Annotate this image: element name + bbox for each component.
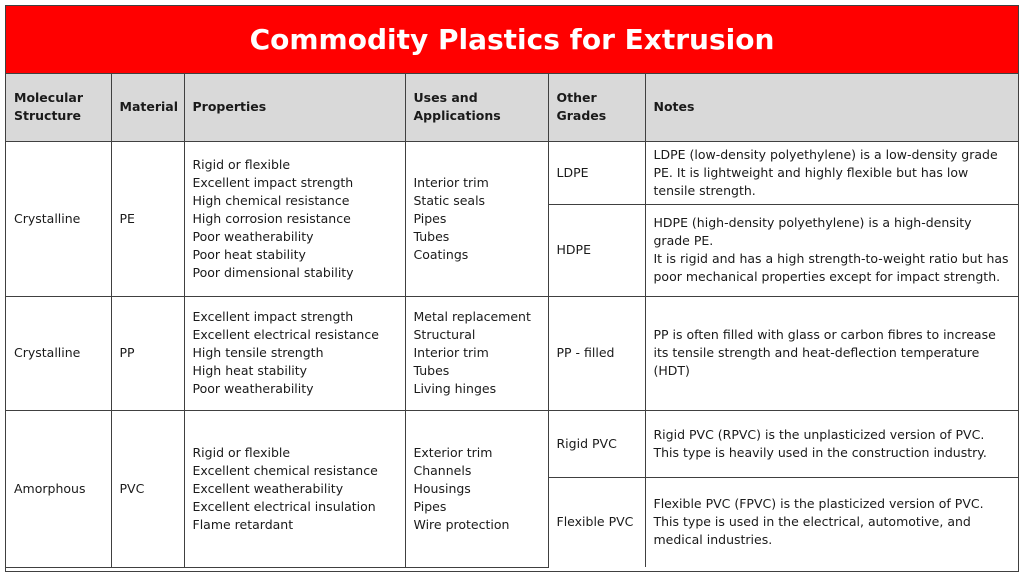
property-item: Rigid or flexible (192, 156, 291, 172)
notes-cell: Flexible PVC (FPVC) is the plasticized v… (644, 476, 1018, 567)
header-row: Molecular Structure Material Properties … (6, 74, 1018, 142)
table-row-pp: Crystalline PP Excellent impact strength… (6, 295, 1018, 411)
use-item: Interior trim (413, 174, 489, 190)
table-row-pvc: Amorphous PVC Rigid or flexible Excellen… (6, 409, 1018, 568)
use-item: Tubes (413, 363, 450, 378)
properties-cell: Rigid or flexible Excellent impact stren… (183, 140, 406, 297)
use-item: Structural (413, 327, 476, 342)
uses-cell: Exterior trim Channels Housings Pipes Wi… (404, 409, 549, 568)
grade-cell: HDPE (548, 203, 646, 297)
use-item: Tubes (413, 228, 450, 244)
property-item: High chemical resistance (192, 192, 350, 208)
use-item: Pipes (413, 498, 447, 514)
header-material: Material (110, 74, 185, 142)
grade-cell: Flexible PVC (548, 476, 646, 567)
plastics-table: Molecular Structure Material Properties … (6, 74, 1018, 568)
properties-cell: Excellent impact strength Excellent elec… (183, 295, 406, 411)
properties-cell: Rigid or flexible Excellent chemical res… (183, 409, 406, 568)
table-row-pvc-flexible: Flexible PVC Flexible PVC (FPVC) is the … (6, 476, 1018, 567)
property-item: Excellent impact strength (192, 309, 354, 324)
property-item: Excellent chemical resistance (192, 462, 378, 478)
note-text: Flexible PVC (FPVC) is the plasticized v… (653, 496, 984, 548)
material-cell: PE (110, 140, 185, 297)
use-item: Metal replacement (413, 309, 531, 324)
notes-cell: HDPE (high-density polyethylene) is a hi… (644, 203, 1018, 297)
property-item: Rigid or flexible (192, 444, 291, 460)
property-item: Excellent impact strength (192, 174, 354, 190)
use-item: Pipes (413, 210, 447, 226)
property-item: Excellent electrical resistance (192, 327, 379, 342)
property-item: Poor weatherability (192, 228, 314, 244)
property-item: High corrosion resistance (192, 210, 351, 226)
note-text: PP is often filled with glass or carbon … (653, 327, 996, 378)
use-item: Interior trim (413, 345, 489, 360)
property-item: High tensile strength (192, 345, 324, 360)
table-frame: Commodity Plastics for Extrusion Molecul… (5, 5, 1019, 572)
note-text: Rigid PVC (RPVC) is the unplasticized ve… (653, 426, 987, 460)
note-text: LDPE (low-density polyethylene) is a low… (653, 146, 998, 198)
header-grades: Other Grades (547, 74, 646, 142)
property-item: Poor heat stability (192, 246, 306, 262)
header-notes: Notes (644, 74, 1018, 142)
table-row-pe: Crystalline PE Rigid or flexible Excelle… (6, 140, 1018, 297)
grade-cell: Rigid PVC (547, 409, 646, 478)
notes-cell: Rigid PVC (RPVC) is the unplasticized ve… (644, 409, 1018, 478)
material-cell: PVC (110, 409, 185, 568)
property-item: Poor weatherability (192, 381, 314, 396)
use-item: Wire protection (413, 516, 510, 532)
header-structure: Molecular Structure (6, 74, 112, 142)
use-item: Static seals (413, 192, 486, 208)
property-item: Excellent weatherability (192, 480, 344, 496)
uses-cell: Metal replacement Structural Interior tr… (404, 295, 549, 411)
grade-cell: LDPE (547, 140, 646, 205)
use-item: Coatings (413, 246, 469, 262)
use-item: Housings (413, 480, 471, 496)
property-item: Poor dimensional stability (192, 264, 354, 280)
property-item: High heat stability (192, 363, 308, 378)
use-item: Channels (413, 462, 472, 478)
use-item: Living hinges (413, 381, 497, 396)
grade-cell: PP - filled (547, 295, 646, 411)
structure-cell: Crystalline (6, 295, 112, 411)
page-title: Commodity Plastics for Extrusion (6, 6, 1018, 74)
notes-cell: LDPE (low-density polyethylene) is a low… (644, 140, 1018, 205)
note-text: HDPE (high-density polyethylene) is a hi… (653, 215, 972, 248)
property-item: Excellent electrical insulation (192, 498, 376, 514)
table-row-pe-hdpe: HDPE HDPE (high-density polyethylene) is… (6, 203, 1018, 297)
notes-cell: PP is often filled with glass or carbon … (644, 295, 1018, 411)
use-item: Exterior trim (413, 444, 493, 460)
property-item: Flame retardant (192, 516, 294, 532)
uses-cell: Interior trim Static seals Pipes Tubes C… (404, 140, 549, 297)
note-text: It is rigid and has a high strength-to-w… (653, 251, 1009, 284)
structure-cell: Crystalline (6, 140, 112, 297)
structure-cell: Amorphous (6, 409, 112, 568)
header-uses: Uses and Applications (404, 74, 549, 142)
header-properties: Properties (183, 74, 406, 142)
material-cell: PP (110, 295, 185, 411)
